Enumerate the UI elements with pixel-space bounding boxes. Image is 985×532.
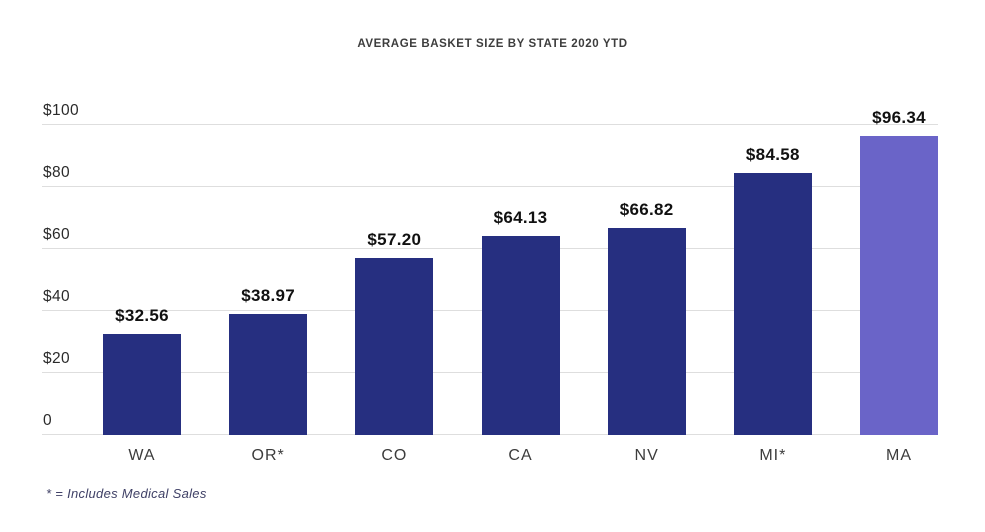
y-tick-label-80: $80 bbox=[43, 164, 71, 181]
y-tick-label-60: $60 bbox=[43, 226, 71, 243]
x-tick-label-WA: WA bbox=[128, 447, 156, 464]
bar-value-label-MI: $84.58 bbox=[745, 144, 800, 164]
bar-CO bbox=[355, 257, 434, 435]
bar-value-label-OR: $38.97 bbox=[241, 286, 296, 306]
bar-value-label-CA: $64.13 bbox=[493, 208, 548, 228]
x-tick-label-OR: OR* bbox=[251, 447, 285, 464]
bar-value-label-MA: $96.34 bbox=[872, 108, 926, 128]
x-tick-label-CA: CA bbox=[508, 447, 533, 464]
y-tick-label-100: $100 bbox=[43, 102, 80, 119]
y-tick-label-40: $40 bbox=[43, 288, 71, 305]
bar-MI bbox=[733, 172, 812, 435]
footnote: * = Includes Medical Sales bbox=[46, 486, 207, 501]
bar-MA bbox=[860, 136, 938, 435]
y-tick-label-0: 0 bbox=[43, 412, 53, 429]
x-tick-label-CO: CO bbox=[381, 447, 408, 464]
x-tick-label-MI: MI* bbox=[759, 447, 787, 464]
x-tick-label-NV: NV bbox=[634, 447, 659, 464]
bar-WA bbox=[103, 334, 181, 435]
bar-value-label-CO: $57.20 bbox=[367, 229, 422, 249]
gridline-80 bbox=[42, 186, 938, 187]
bar-value-label-NV: $66.82 bbox=[619, 199, 674, 219]
plot-area: $100 $80 $60 $40 $20 0 $32.56 WA $38.97 OR* $57.20… bbox=[42, 102, 938, 464]
bar-OR bbox=[229, 314, 308, 435]
x-tick-label-MA: MA bbox=[886, 447, 912, 464]
chart-title: AVERAGE BASKET SIZE BY STATE 2020 YTD bbox=[357, 38, 628, 50]
bar-CA bbox=[481, 236, 560, 435]
gridline-100 bbox=[42, 124, 938, 125]
bar-value-label-WA: $32.56 bbox=[115, 306, 169, 326]
bar-NV bbox=[607, 227, 686, 435]
y-tick-label-20: $20 bbox=[43, 350, 71, 367]
